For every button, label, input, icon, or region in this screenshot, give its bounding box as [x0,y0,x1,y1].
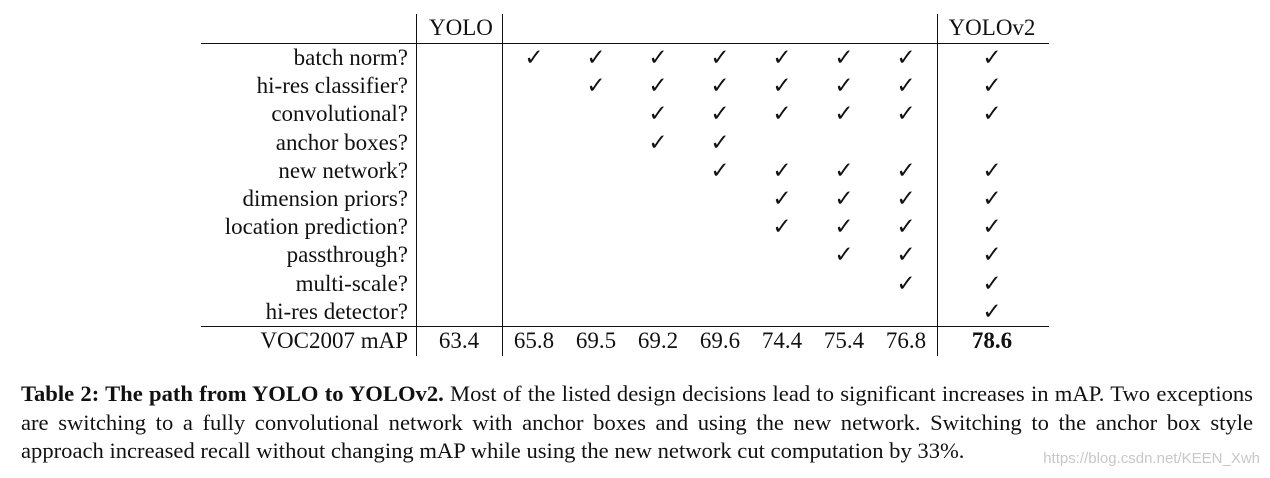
metric-value: 76.8 [885,328,927,353]
checkmark-icon: ✓ [834,45,854,70]
checkmark-icon: ✓ [648,101,668,127]
checkmark-icon: ✓ [982,298,1002,324]
checkmark-icon: ✓ [834,214,854,240]
metric-label: VOC2007 mAP [260,328,408,353]
checkmark-icon: ✓ [772,157,792,183]
checkmark-icon: ✓ [896,186,916,211]
watermark: https://blog.csdn.net/KEEN_Xwh [1043,450,1260,467]
checkmark-icon: ✓ [586,45,606,70]
checkmark-icon: ✓ [710,73,730,99]
checkmark-icon: ✓ [648,45,668,70]
checkmark-icon: ✓ [982,101,1002,127]
metric-value: 69.5 [575,328,617,353]
row-label: location prediction? [224,214,408,240]
checkmark-icon: ✓ [772,101,792,127]
checkmark-icon: ✓ [772,45,792,70]
checkmark-icon: ✓ [834,157,854,183]
metric-rule [201,326,1049,327]
row-label: new network? [278,157,408,183]
row-label: dimension priors? [242,186,408,211]
metric-value: 63.4 [438,328,480,353]
checkmark-icon: ✓ [982,270,1002,296]
checkmark-icon: ✓ [648,129,668,155]
header-yolov2: YOLOv2 [948,15,1036,40]
metric-value: 78.6 [971,328,1013,353]
checkmark-icon: ✓ [834,186,854,211]
metric-value: 74.4 [761,328,803,353]
checkmark-icon: ✓ [896,101,916,127]
row-label: hi-res classifier? [256,73,408,99]
table-caption: Table 2: The path from YOLO to YOLOv2. M… [21,380,1253,466]
caption-body: Most of the listed design decisions lead… [21,381,1253,463]
checkmark-icon: ✓ [710,101,730,127]
row-label: multi-scale? [295,270,408,296]
checkmark-icon: ✓ [834,73,854,99]
checkmark-icon: ✓ [710,157,730,183]
checkmark-icon: ✓ [896,214,916,240]
checkmark-icon: ✓ [982,45,1002,70]
checkmark-icon: ✓ [982,157,1002,183]
checkmark-icon: ✓ [982,73,1002,99]
checkmark-icon: ✓ [586,73,606,99]
metric-value: 69.6 [699,328,741,353]
checkmark-icon: ✓ [982,214,1002,240]
comparison-table: YOLO YOLOv2 batch norm? ✓ ✓ ✓ ✓ ✓ ✓ ✓ ✓ hi-res cl… [201,14,1049,356]
checkmark-icon: ✓ [834,242,854,268]
checkmark-icon: ✓ [896,45,916,70]
caption-lead: Table 2: The path from YOLO to YOLOv2. [21,381,444,406]
header-yolo: YOLO [429,15,493,40]
checkmark-icon: ✓ [710,129,730,155]
row-label: anchor boxes? [275,129,408,155]
checkmark-icon: ✓ [648,73,668,99]
row-label: batch norm? [293,45,408,70]
checkmark-icon: ✓ [772,186,792,211]
checkmark-icon: ✓ [710,45,730,70]
checkmark-icon: ✓ [834,101,854,127]
column-divider-yolov2 [937,14,938,356]
checkmark-icon: ✓ [896,73,916,99]
row-label: passthrough? [286,242,408,268]
checkmark-icon: ✓ [982,186,1002,211]
checkmark-icon: ✓ [772,73,792,99]
column-divider-label [416,14,417,356]
metric-value: 75.4 [823,328,865,353]
checkmark-icon: ✓ [896,270,916,296]
checkmark-icon: ✓ [982,242,1002,268]
checkmark-icon: ✓ [772,214,792,240]
metric-value: 69.2 [637,328,679,353]
row-label: convolutional? [271,101,408,127]
checkmark-icon: ✓ [524,45,544,70]
column-divider-yolo [502,14,503,356]
header-rule [201,43,1049,44]
metric-value: 65.8 [513,328,555,353]
row-label: hi-res detector? [265,298,408,324]
checkmark-icon: ✓ [896,157,916,183]
checkmark-icon: ✓ [896,242,916,268]
